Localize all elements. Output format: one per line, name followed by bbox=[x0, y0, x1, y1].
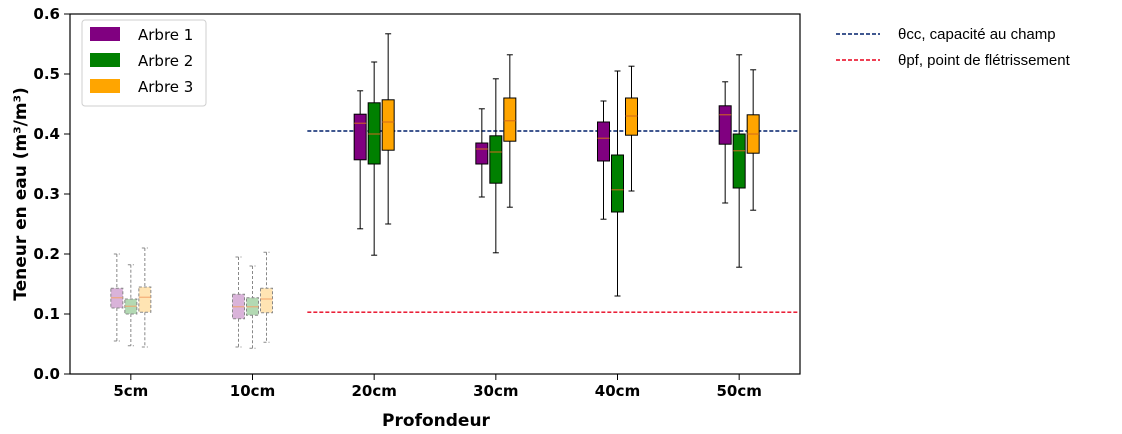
y-tick-label: 0.0 bbox=[33, 365, 60, 383]
plot-area: 0.0 0.1 0.2 0.3 0.4 0.5 0.6 5cm 10cm 20cm 30cm 40cm… bbox=[33, 5, 801, 400]
legend-label: Arbre 3 bbox=[138, 78, 193, 96]
legend-label: Arbre 2 bbox=[138, 52, 193, 70]
ref-legend-label: θcc, capacité au champ bbox=[898, 26, 1056, 43]
box bbox=[718, 105, 732, 145]
box bbox=[732, 133, 746, 189]
box bbox=[260, 287, 273, 314]
box bbox=[597, 121, 610, 162]
y-tick-label: 0.2 bbox=[33, 245, 60, 263]
y-tick-label: 0.6 bbox=[33, 5, 60, 23]
legend: Arbre 1 Arbre 2 Arbre 3 bbox=[81, 19, 207, 107]
box bbox=[503, 97, 517, 142]
box bbox=[367, 102, 381, 165]
box bbox=[489, 135, 503, 184]
x-tick-label: 30cm bbox=[473, 382, 518, 400]
box bbox=[381, 99, 395, 151]
x-tick-label: 40cm bbox=[595, 382, 640, 400]
reference-lines-legend: θcc, capacité au champ θpf, point de flét… bbox=[836, 26, 1071, 69]
x-tick-label: 5cm bbox=[113, 382, 148, 400]
ref-legend-label: θpf, point de flétrissement bbox=[898, 52, 1071, 69]
box bbox=[138, 286, 152, 313]
axes-frame bbox=[69, 13, 801, 375]
x-axis-title: Profondeur bbox=[382, 411, 491, 431]
y-tick-label: 0.5 bbox=[33, 65, 60, 83]
box bbox=[475, 142, 489, 165]
legend-swatch bbox=[90, 79, 120, 93]
y-tick-label: 0.3 bbox=[33, 185, 60, 203]
legend-swatch bbox=[90, 53, 120, 67]
x-tick-label: 50cm bbox=[716, 382, 761, 400]
y-tick-label: 0.4 bbox=[33, 125, 60, 143]
box bbox=[353, 113, 367, 161]
y-axis-title: Teneur en eau (m³/m³) bbox=[11, 87, 31, 301]
x-tick-label: 10cm bbox=[230, 382, 275, 400]
y-tick-label: 0.1 bbox=[33, 305, 60, 323]
box bbox=[625, 97, 638, 136]
x-tick-label: 20cm bbox=[351, 382, 396, 400]
box bbox=[611, 154, 624, 213]
legend-label: Arbre 1 bbox=[138, 26, 193, 44]
legend-swatch bbox=[90, 27, 120, 41]
